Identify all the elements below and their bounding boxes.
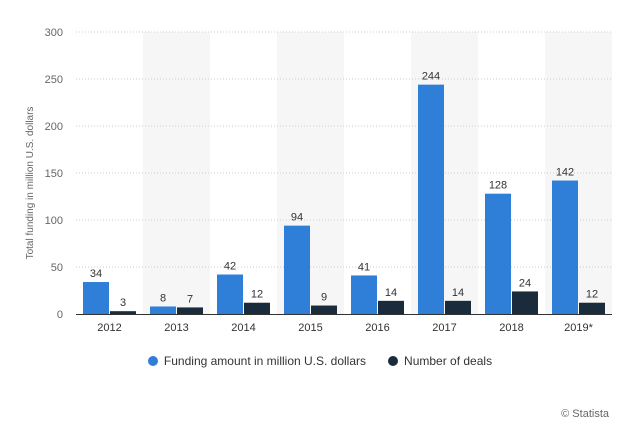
x-tick-label: 2015 [298, 322, 322, 334]
chart: 0 50 100 150 200 250 300 34 3 8 7 42 12 94 9 41 14 244 14… [25, 27, 612, 334]
data-label-funding-2015: 94 [291, 212, 303, 224]
x-tick-label: 2016 [365, 322, 389, 334]
bar-funding-2015[interactable] [284, 225, 310, 314]
data-label-funding-2017: 244 [422, 71, 440, 83]
data-label-deals-2016: 14 [385, 287, 397, 299]
legend-marker-funding [147, 356, 158, 366]
y-tick-label: 300 [45, 27, 63, 39]
legend-label-funding: Funding amount in million U.S. dollars [163, 354, 367, 368]
data-label-deals-2019*: 12 [586, 289, 598, 301]
data-label-funding-2012: 34 [90, 268, 102, 280]
y-tick-label: 50 [51, 262, 63, 274]
data-label-funding-2014: 42 [224, 261, 236, 273]
bar-funding-2013[interactable] [150, 306, 176, 314]
y-tick-label: 0 [57, 309, 63, 321]
data-label-funding-2019*: 142 [556, 167, 574, 179]
data-label-deals-2017: 14 [452, 287, 464, 299]
grid-lines [76, 31, 612, 268]
x-tick-label: 2013 [164, 322, 188, 334]
bar-deals-2015[interactable] [311, 305, 337, 314]
data-label-funding-2013: 8 [160, 292, 166, 304]
legend-marker-deals [388, 356, 399, 366]
bar-funding-2014[interactable] [217, 274, 243, 314]
bar-deals-2018[interactable] [512, 291, 538, 314]
legend-item-funding[interactable]: Funding amount in million U.S. dollars [147, 354, 367, 368]
x-tick-label: 2019* [564, 322, 593, 334]
bars [83, 84, 605, 314]
bar-funding-2017[interactable] [418, 84, 444, 314]
x-tick-label: 2017 [432, 322, 456, 334]
bar-deals-2016[interactable] [378, 300, 404, 314]
legend-item-deals[interactable]: Number of deals [388, 354, 492, 368]
bar-funding-2016[interactable] [351, 275, 377, 314]
x-axis-ticks: 2012 2013 2014 2015 2016 2017 2018 2019* [97, 322, 593, 334]
data-label-deals-2013: 7 [187, 293, 193, 305]
y-axis-title: Total funding in million U.S. dollars [25, 107, 36, 260]
data-label-deals-2018: 24 [519, 277, 531, 289]
bar-deals-2019*[interactable] [579, 302, 605, 314]
y-tick-label: 250 [45, 74, 63, 86]
bar-deals-2017[interactable] [445, 300, 471, 314]
legend: Funding amount in million U.S. dollars N… [0, 354, 640, 368]
y-tick-label: 150 [45, 168, 63, 180]
bar-deals-2012[interactable] [110, 311, 136, 314]
y-axis-ticks: 0 50 100 150 200 250 300 [45, 27, 63, 321]
x-tick-label: 2014 [231, 322, 255, 334]
bar-deals-2014[interactable] [244, 302, 270, 314]
y-tick-label: 100 [45, 215, 63, 227]
data-labels: 34 3 8 7 42 12 94 9 41 14 244 14 128 24 142 12 [90, 71, 598, 310]
data-label-deals-2014: 12 [251, 289, 263, 301]
x-tick-label: 2018 [499, 322, 523, 334]
bar-deals-2013[interactable] [177, 307, 203, 314]
data-label-deals-2012: 3 [120, 297, 126, 309]
data-label-funding-2016: 41 [358, 261, 370, 273]
data-label-funding-2018: 128 [489, 180, 507, 192]
statista-credit[interactable]: © Statista [561, 408, 609, 420]
y-tick-label: 200 [45, 121, 63, 133]
bar-funding-2019*[interactable] [552, 180, 578, 314]
legend-label-deals: Number of deals [404, 354, 493, 368]
bar-funding-2012[interactable] [83, 282, 109, 314]
bar-funding-2018[interactable] [485, 193, 511, 314]
x-tick-label: 2012 [97, 322, 121, 334]
data-label-deals-2015: 9 [321, 292, 327, 304]
